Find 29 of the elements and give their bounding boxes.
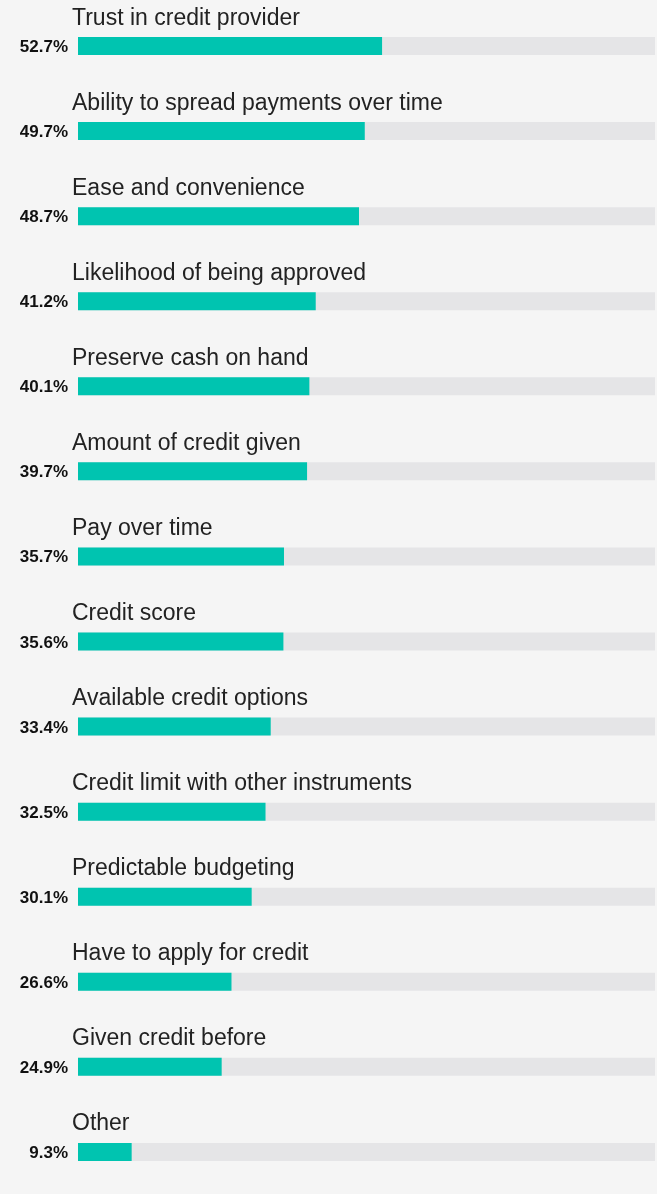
- y-tick-label: Likelihood of being approved: [72, 258, 367, 285]
- y-tick-label: Have to apply for credit: [72, 939, 310, 966]
- data-label: 26.6%: [19, 972, 68, 992]
- y-tick-label: Available credit options: [72, 684, 309, 711]
- data-label: 41.2%: [19, 292, 68, 312]
- data-label: 24.9%: [19, 1057, 68, 1077]
- data-label: 49.7%: [19, 122, 68, 142]
- y-tick-label: Preserve cash on hand: [72, 343, 309, 370]
- y-tick-label: Predictable budgeting: [72, 854, 295, 881]
- data-label: 48.7%: [19, 207, 68, 227]
- y-tick-label: Other: [72, 1109, 130, 1136]
- data-label: 39.7%: [19, 462, 68, 482]
- y-tick-label: Credit score: [72, 599, 196, 626]
- data-label: 32.5%: [19, 802, 68, 822]
- data-label: 35.6%: [19, 632, 68, 652]
- y-tick-label: Amount of credit given: [72, 428, 301, 455]
- y-tick-label: Ability to spread payments over time: [72, 88, 443, 115]
- bar: [78, 1142, 132, 1161]
- y-tick-label: Ease and convenience: [72, 173, 305, 200]
- y-tick-label: Given credit before: [72, 1024, 267, 1051]
- data-label: 35.7%: [19, 547, 68, 567]
- y-tick-label: Credit limit with other instruments: [72, 769, 412, 796]
- data-label: 30.1%: [19, 887, 68, 907]
- data-label: 9.3%: [29, 1142, 68, 1162]
- data-label: 52.7%: [19, 37, 68, 57]
- y-tick-label: Trust in credit provider: [72, 3, 301, 30]
- y-tick-label: Pay over time: [72, 513, 213, 540]
- data-label: 33.4%: [19, 717, 68, 737]
- data-label: 40.1%: [19, 377, 68, 397]
